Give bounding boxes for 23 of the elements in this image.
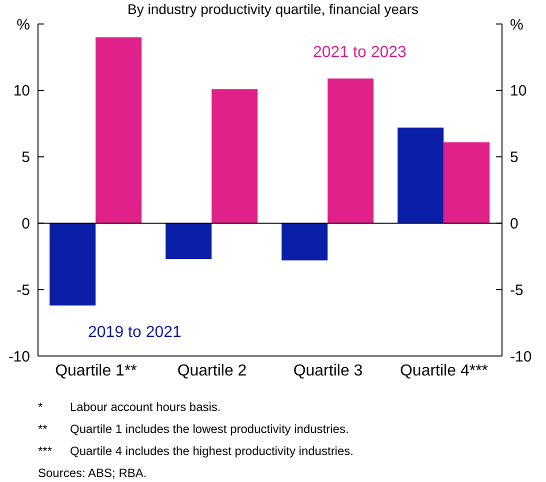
y2-tick-label: -5: [510, 282, 524, 299]
source-note: Sources: ABS; RBA.: [38, 466, 148, 480]
text: * Labour account hours basis.: [38, 400, 221, 414]
x-tick-label: Quartile 2: [177, 362, 247, 380]
y-tick-label: 0: [22, 216, 30, 233]
text: ** Quartile 1 includes the lowest productivity industries.: [38, 422, 349, 436]
y-tick-label: -10: [8, 348, 30, 366]
y2-tick-label: %: [510, 16, 524, 34]
x-tick-label: Quartile 3: [293, 362, 363, 380]
x-tick-label: Quartile 1**: [55, 362, 137, 380]
series-label: 2019 to 2021: [88, 324, 182, 342]
series-label: 2021 to 2023: [313, 44, 406, 62]
y-tick-label: 10: [13, 82, 30, 100]
y-tick-label: -5: [16, 282, 30, 299]
chart-subtitle: By industry productivity quartile, financial years: [126, 1, 420, 17]
text: *** Quartile 4 includes the highest productivity industries.: [38, 444, 354, 458]
y2-tick-label: -10: [510, 348, 532, 366]
x-tick-label: Quartile 4***: [400, 362, 488, 380]
y2-tick-label: 0: [510, 216, 518, 233]
y-tick-label: %: [16, 16, 30, 34]
y2-tick-label: 10: [510, 82, 527, 100]
y2-tick-label: 5: [510, 149, 518, 166]
y-tick-label: 5: [22, 149, 30, 166]
